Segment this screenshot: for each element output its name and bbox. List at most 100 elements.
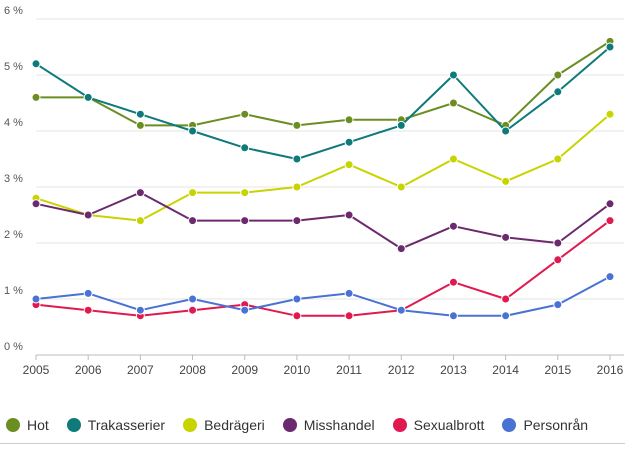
legend-item-misshandel[interactable]: Misshandel [282,417,375,433]
data-point-bedr-geri [344,160,354,170]
data-point-personr-n [188,294,198,304]
legend-swatch [6,418,20,432]
y-tick-label: 5 % [4,61,23,73]
data-point-trakasserier [188,126,198,136]
data-point-trakasserier [605,42,615,52]
legend: Hot Trakasserier Bedrägeri Misshandel Sexual… [6,410,626,440]
data-point-misshandel [396,244,406,254]
data-point-hot [292,120,302,130]
data-point-bedr-geri [188,188,198,198]
series-line-sexualbrott [35,219,611,317]
y-tick-label: 3 % [4,173,23,185]
data-point-trakasserier [83,92,93,102]
data-point-trakasserier [396,120,406,130]
x-tick-label: 2005 [23,363,50,377]
legend-label: Trakasserier [87,417,166,433]
legend-label: Misshandel [303,417,375,433]
data-point-misshandel [135,188,145,198]
data-point-sexualbrott [188,305,198,315]
data-point-sexualbrott [605,216,615,226]
data-point-personr-n [344,288,354,298]
data-point-bedr-geri [501,176,511,186]
legend-item-bedr-geri[interactable]: Bedrägeri [183,417,265,433]
legend-label: Personrån [523,417,589,433]
x-tick-label: 2014 [492,363,519,377]
data-point-personr-n [240,305,250,315]
data-point-hot [344,115,354,125]
data-point-personr-n [83,288,93,298]
series-line-hot [35,40,611,127]
legend-divider [0,443,625,444]
data-point-misshandel [553,238,563,248]
legend-swatch [502,418,517,432]
data-point-trakasserier [240,143,250,153]
data-point-personr-n [605,272,615,282]
legend-label: Hot [27,417,49,433]
data-point-personr-n [135,305,145,315]
data-point-trakasserier [292,154,302,164]
legend-label: Bedrägeri [204,417,265,433]
data-point-bedr-geri [448,154,458,164]
data-point-trakasserier [31,59,41,69]
y-tick-label: 2 % [4,229,23,241]
data-point-bedr-geri [135,216,145,226]
data-point-trakasserier [135,109,145,119]
data-point-personr-n [396,305,406,315]
data-point-sexualbrott [292,311,302,321]
data-point-sexualbrott [501,294,511,304]
data-point-hot [448,98,458,108]
series-line-personr-n [35,275,611,317]
series-line-bedr-geri [35,113,611,222]
legend-swatch [66,418,81,432]
y-tick-label: 0 % [4,341,23,353]
data-point-personr-n [31,294,41,304]
data-point-hot [240,109,250,119]
data-point-bedr-geri [396,182,406,192]
data-point-personr-n [501,311,511,321]
y-tick-label: 6 % [4,5,23,17]
data-point-hot [553,70,563,80]
data-point-sexualbrott [448,277,458,287]
data-point-bedr-geri [553,154,563,164]
data-point-misshandel [344,210,354,220]
data-point-sexualbrott [344,311,354,321]
legend-item-trakasserier[interactable]: Trakasserier [66,417,166,433]
x-tick-label: 2006 [75,363,102,377]
data-point-misshandel [448,221,458,231]
legend-swatch [183,418,198,432]
data-point-misshandel [240,216,250,226]
data-point-trakasserier [448,70,458,80]
legend-item-hot[interactable]: Hot [6,417,49,433]
series-line-misshandel [35,191,611,250]
y-tick-label: 4 % [4,117,23,129]
legend-label: Sexualbrott [413,417,485,433]
x-tick-label: 2015 [544,363,571,377]
data-point-hot [135,120,145,130]
series-line-trakasserier [35,46,611,160]
x-tick-label: 2013 [440,363,467,377]
x-tick-label: 2008 [179,363,206,377]
legend-item-personr-n[interactable]: Personrån [502,417,588,433]
x-tick-label: 2016 [597,363,624,377]
data-point-hot [31,92,41,102]
x-tick-label: 2009 [231,363,258,377]
legend-swatch [392,418,407,432]
y-tick-label: 1 % [4,285,23,297]
x-tick-label: 2010 [284,363,311,377]
data-point-misshandel [292,216,302,226]
data-point-misshandel [83,210,93,220]
data-point-bedr-geri [292,182,302,192]
data-point-trakasserier [553,87,563,97]
data-point-trakasserier [501,126,511,136]
data-point-misshandel [188,216,198,226]
legend-item-sexualbrott[interactable]: Sexualbrott [392,417,485,433]
data-point-personr-n [553,300,563,310]
data-point-sexualbrott [553,255,563,265]
legend-swatch [282,418,297,432]
data-point-personr-n [448,311,458,321]
data-point-misshandel [605,199,615,209]
data-point-misshandel [31,199,41,209]
data-point-bedr-geri [240,188,250,198]
line-chart: 0 % 1 % 2 % 3 % 4 % 5 % 6 % 2005 2006 2007 2008 200… [4,5,624,377]
